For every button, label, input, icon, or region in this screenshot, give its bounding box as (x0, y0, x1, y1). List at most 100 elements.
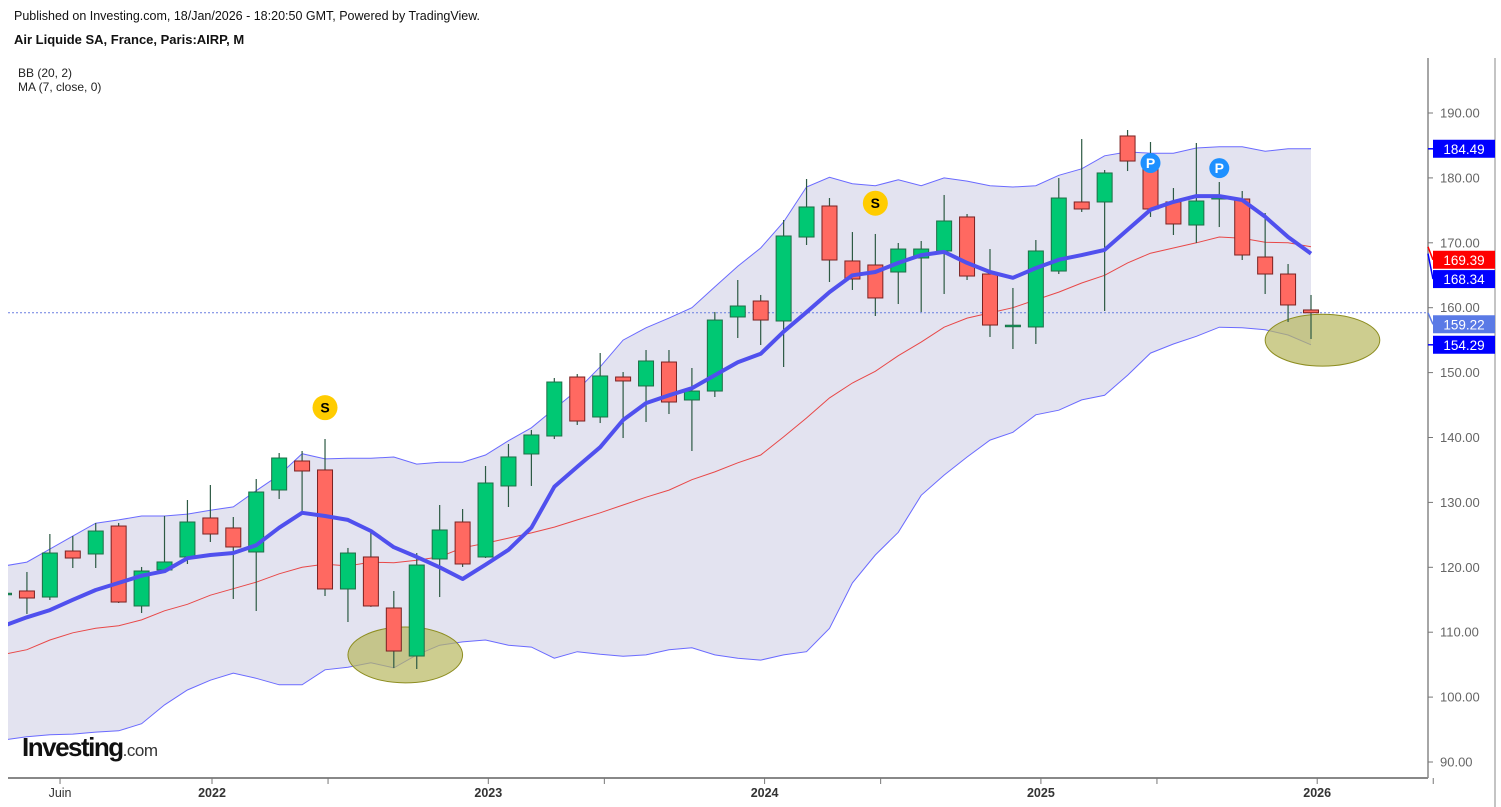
candle[interactable] (752, 294, 769, 346)
candle-body-down (225, 527, 242, 548)
candle[interactable] (1188, 142, 1205, 243)
chart-title: Air Liquide SA, France, Paris:AIRP, M (14, 32, 245, 47)
candle[interactable] (775, 220, 792, 368)
candle-body-up (431, 529, 448, 560)
bollinger-lower-line (8, 326, 1312, 740)
candle[interactable] (0, 592, 12, 596)
investing-logo: Investing.com (22, 732, 158, 763)
candle-body-up (271, 457, 288, 491)
candle[interactable] (1257, 213, 1274, 295)
candle-body-up (546, 381, 563, 437)
candle[interactable] (1280, 264, 1297, 322)
bollinger-band-fill (8, 146, 1311, 740)
candle[interactable] (477, 465, 494, 559)
candle[interactable] (660, 350, 677, 415)
candle[interactable] (1050, 178, 1067, 275)
candle[interactable] (1073, 139, 1090, 212)
candle[interactable] (706, 311, 723, 398)
candle[interactable] (64, 536, 81, 569)
candle-body-up (1050, 197, 1067, 272)
candle[interactable] (821, 198, 838, 282)
candle[interactable] (339, 547, 356, 623)
candle[interactable] (592, 353, 609, 424)
legend-ma[interactable]: MA (7, close, 0) (18, 80, 102, 94)
candle[interactable] (569, 374, 586, 425)
candle-body-up (248, 491, 265, 553)
event-marker-s[interactable]: S (312, 395, 338, 421)
marker-label: S (871, 195, 880, 211)
candle[interactable] (179, 499, 196, 564)
candle-body-down (615, 376, 632, 382)
x-tick-label: 2023 (474, 786, 502, 800)
candle-body-up (408, 564, 425, 657)
y-tick-label: 160.00 (1440, 300, 1480, 315)
candle[interactable] (1165, 188, 1182, 236)
candle-body-up (1004, 324, 1021, 328)
bollinger-upper-line (8, 146, 1312, 566)
candle-body-down (18, 590, 35, 599)
candle-body-down (454, 521, 471, 565)
y-tick-label: 190.00 (1440, 106, 1480, 121)
candle[interactable] (500, 443, 517, 508)
candle-body-down (385, 607, 402, 652)
candle-body-up (936, 220, 953, 252)
candle[interactable] (225, 517, 242, 599)
event-marker-p[interactable]: P (1209, 158, 1230, 179)
price-tag-label: 159.22 (1443, 317, 1484, 332)
candle[interactable] (362, 531, 379, 607)
candle-body-up (133, 570, 150, 607)
candle[interactable] (615, 372, 632, 439)
candle[interactable] (546, 377, 563, 439)
price-tag-bg (1433, 270, 1495, 289)
candle[interactable] (41, 534, 58, 601)
candle[interactable] (294, 450, 311, 511)
x-tick-label: 2026 (1303, 786, 1331, 800)
marker-circle (862, 190, 888, 216)
candle[interactable] (408, 553, 425, 669)
candle-body-up (683, 390, 700, 401)
candle[interactable] (798, 179, 815, 246)
logo-main: Investing (22, 732, 124, 762)
candle-body-down (981, 273, 998, 326)
event-marker-p[interactable]: P (1140, 152, 1161, 173)
candle[interactable] (271, 453, 288, 500)
candle[interactable] (1119, 130, 1136, 172)
candle[interactable] (110, 522, 127, 603)
candle-body-down (1234, 198, 1251, 256)
candle[interactable] (959, 213, 976, 280)
marker-circle (312, 395, 338, 421)
candle-body-up (638, 360, 655, 387)
candle[interactable] (683, 367, 700, 451)
y-tick-label: 170.00 (1440, 235, 1480, 250)
candle[interactable] (638, 350, 655, 422)
published-note: Published on Investing.com, 18/Jan/2026 … (14, 9, 481, 23)
candle[interactable] (1096, 169, 1113, 312)
candle-body-up (8, 592, 12, 596)
marker-label: P (1146, 155, 1155, 171)
candle[interactable] (431, 504, 448, 598)
candle-body-down (362, 556, 379, 607)
plot-area[interactable]: S S P P (0, 130, 1428, 740)
candle[interactable] (87, 522, 104, 569)
price-tag: 169.39 (1427, 246, 1495, 269)
candle-body-up (523, 434, 540, 455)
candle[interactable] (1303, 294, 1320, 339)
candle[interactable] (729, 279, 746, 339)
y-tick-label: 120.00 (1440, 560, 1480, 575)
candle[interactable] (18, 571, 35, 614)
candle[interactable] (981, 249, 998, 337)
candle-body-up (41, 552, 58, 598)
legend-bb[interactable]: BB (20, 2) (18, 66, 73, 80)
candle-body-up (592, 375, 609, 418)
candle[interactable] (202, 485, 219, 542)
price-tag-label: 168.34 (1443, 272, 1485, 287)
candle-body-down (959, 216, 976, 277)
event-marker-s[interactable]: S (862, 190, 888, 216)
marker-circle (1209, 158, 1230, 179)
candle[interactable] (385, 590, 402, 669)
candle[interactable] (523, 429, 540, 486)
candle-body-down (569, 376, 586, 422)
candle[interactable] (1004, 287, 1021, 349)
candle[interactable] (454, 509, 471, 567)
